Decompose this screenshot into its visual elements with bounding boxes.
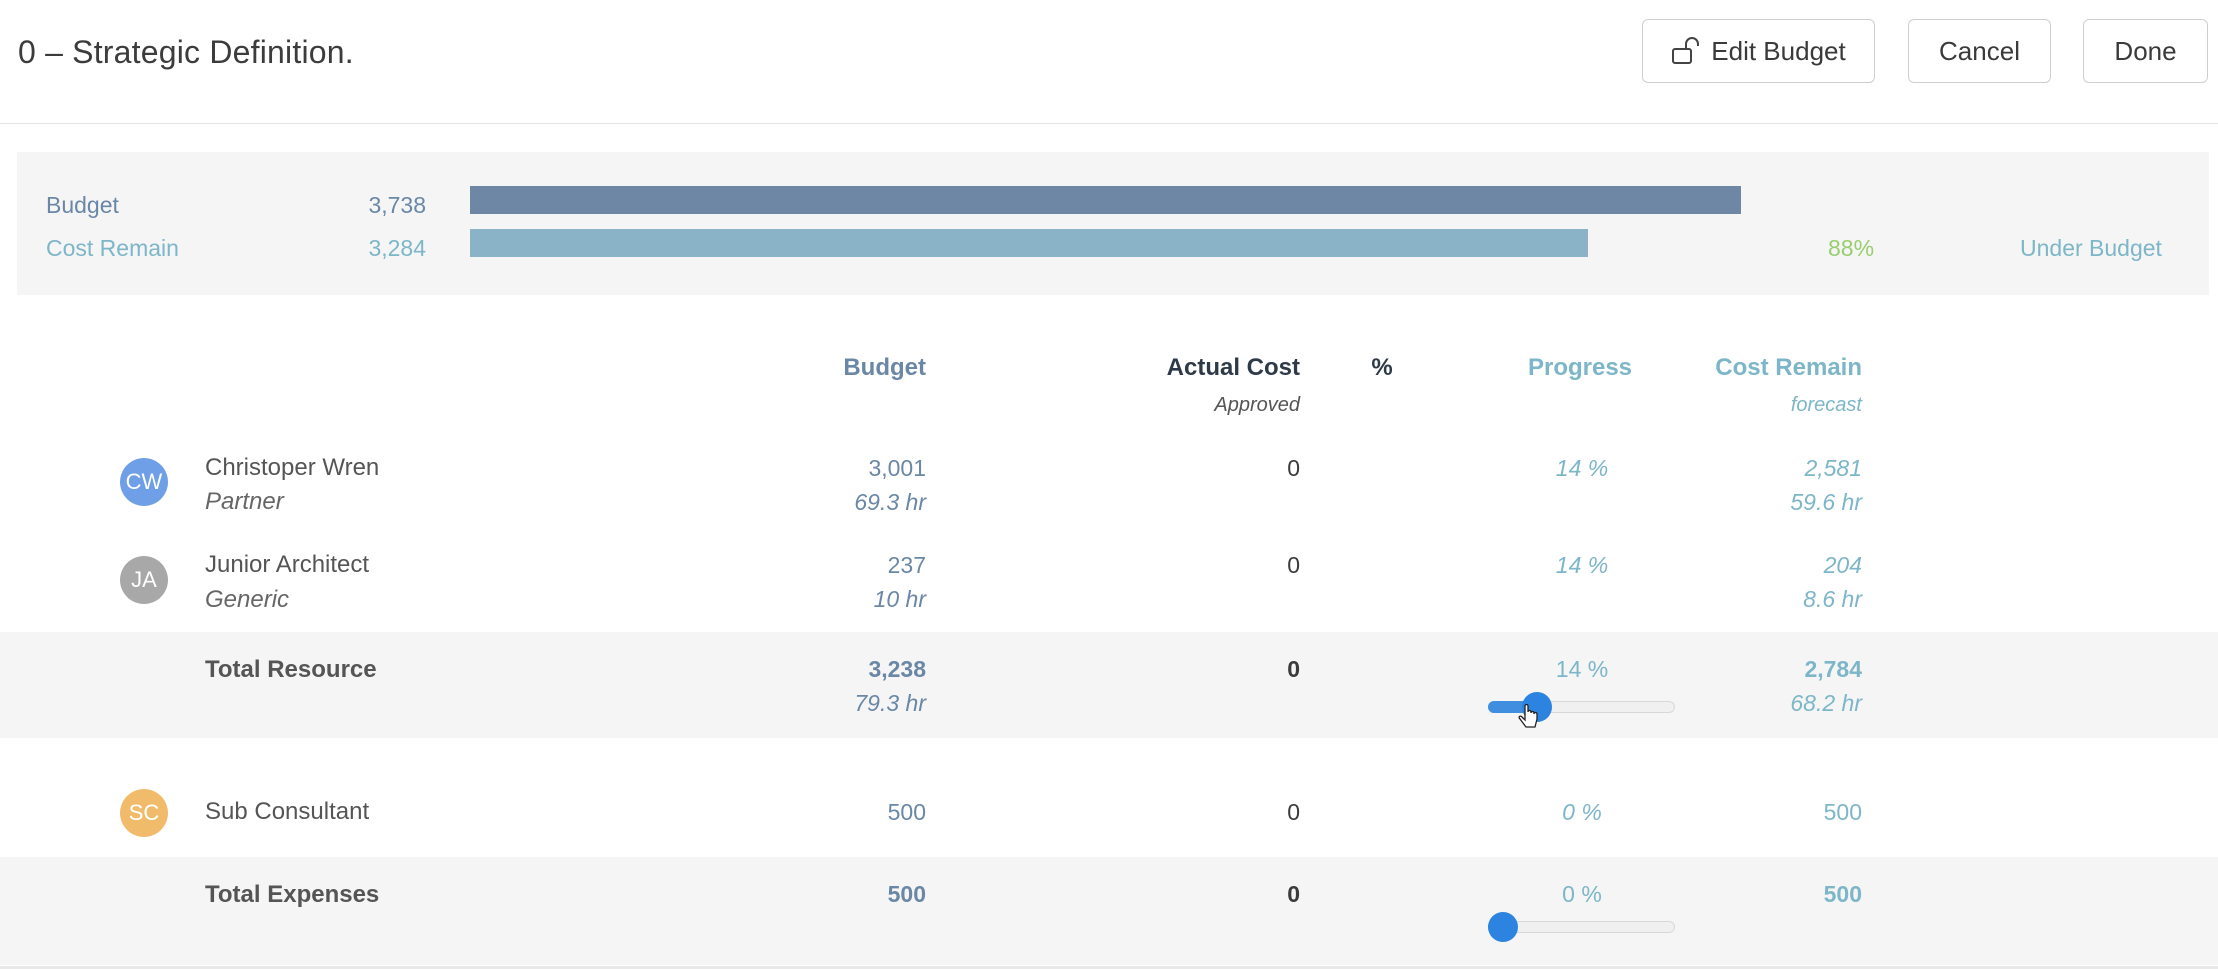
expense-remain: 500 (1823, 799, 1862, 825)
summary-remain-label: Cost Remain (46, 235, 179, 261)
edit-budget-button[interactable]: Edit Budget (1642, 19, 1875, 83)
resource-budget-hours: 69.3 hr (854, 489, 926, 515)
resource-budget-hours: 10 hr (873, 586, 926, 612)
avatar: CW (120, 458, 168, 506)
total-resource-progress: 14 % (1555, 656, 1609, 682)
total-expenses-progress-slider[interactable] (1488, 912, 1675, 942)
total-expenses-row (0, 857, 2218, 965)
done-button[interactable]: Done (2083, 19, 2208, 83)
col-percent-header: % (1371, 354, 1393, 381)
expense-actual: 0 (1287, 799, 1300, 825)
total-resource-label: Total Resource (205, 656, 377, 683)
total-resource-remain: 2,784 (1804, 656, 1862, 682)
col-remain-subheader: forecast (1790, 394, 1862, 416)
summary-percent: 88% (1828, 235, 1875, 261)
cost-remain-bar (470, 229, 1588, 257)
summary-budget-value: 3,738 (368, 192, 426, 218)
page-title: 0 – Strategic Definition. (18, 34, 354, 70)
unlock-icon (1672, 37, 1700, 64)
hand-cursor-icon (1518, 704, 1538, 728)
resource-name: Junior Architect (205, 551, 370, 578)
col-remain-header: Cost Remain (1715, 354, 1862, 381)
budget-summary-panel (17, 152, 2209, 295)
resource-remain: 204 (1823, 552, 1862, 578)
total-expenses-remain: 500 (1823, 881, 1862, 907)
resource-progress: 14 % (1555, 455, 1609, 481)
total-resource-budget: 3,238 (868, 656, 926, 682)
expense-progress: 0 % (1562, 799, 1602, 825)
total-resource-budget-hours: 79.3 hr (854, 690, 926, 716)
summary-budget-label: Budget (46, 192, 119, 218)
budget-bar (470, 186, 1741, 214)
slider-thumb[interactable] (1488, 912, 1518, 942)
col-budget-header: Budget (843, 354, 926, 381)
resource-role: Generic (205, 586, 290, 613)
expense-budget: 500 (887, 799, 926, 825)
col-actual-header: Actual Cost (1166, 354, 1300, 381)
resource-name: Christoper Wren (205, 454, 380, 481)
total-resource-actual: 0 (1287, 656, 1300, 682)
expense-name: Sub Consultant (205, 798, 370, 825)
summary-remain-value: 3,284 (368, 235, 426, 261)
resource-remain-hours: 59.6 hr (1790, 489, 1862, 515)
avatar: SC (120, 789, 168, 837)
col-actual-subheader: Approved (1214, 394, 1300, 416)
resource-budget: 237 (887, 552, 926, 578)
resource-remain: 2,581 (1804, 455, 1862, 481)
header-divider (0, 123, 2218, 124)
bottom-border (0, 966, 2218, 969)
resource-role: Partner (205, 488, 284, 515)
edit-budget-label: Edit Budget (1711, 35, 1846, 66)
total-expenses-progress: 0 % (1562, 881, 1602, 907)
col-progress-header: Progress (1527, 354, 1633, 381)
total-expenses-label: Total Expenses (205, 881, 380, 908)
total-resource-progress-slider[interactable] (1488, 692, 1675, 722)
budget-status: Under Budget (2020, 235, 2162, 261)
resource-remain-hours: 8.6 hr (1803, 586, 1862, 612)
total-resource-remain-hours: 68.2 hr (1790, 690, 1862, 716)
resource-actual: 0 (1287, 455, 1300, 481)
cancel-button[interactable]: Cancel (1908, 19, 2051, 83)
total-resource-row (0, 632, 2218, 738)
resource-actual: 0 (1287, 552, 1300, 578)
total-expenses-actual: 0 (1287, 881, 1300, 907)
resource-budget: 3,001 (868, 455, 926, 481)
avatar: JA (120, 556, 168, 604)
total-expenses-budget: 500 (887, 881, 926, 907)
resource-progress: 14 % (1555, 552, 1609, 578)
